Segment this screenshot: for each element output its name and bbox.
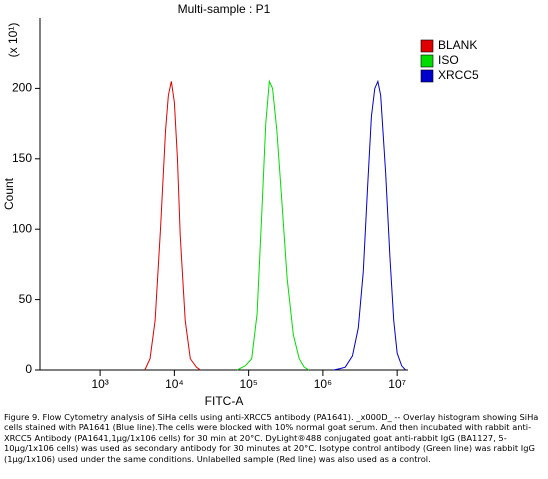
legend-swatch — [420, 69, 434, 83]
y-axis-label: Count — [2, 177, 16, 210]
y-tick-label: 50 — [19, 292, 33, 306]
legend-label: XRCC5 — [438, 68, 479, 82]
histogram-line — [236, 79, 310, 371]
x-tick-label: 10⁴ — [165, 377, 184, 391]
chart-title: Multi-sample : P1 — [178, 2, 271, 16]
x-tick-label: 10⁷ — [388, 377, 406, 391]
legend-label: ISO — [438, 53, 459, 67]
chart: Multi-sample : P1 (x 10¹) Count FITC-A 0… — [2, 2, 479, 408]
histogram-line — [144, 81, 201, 371]
histogram-line — [333, 79, 406, 371]
y-tick-label: 200 — [12, 81, 32, 95]
y-tick-label: 100 — [12, 221, 32, 235]
y-tick-label: 150 — [12, 151, 32, 165]
legend-swatch — [420, 54, 434, 68]
legend-swatch — [420, 39, 434, 53]
y-multiplier: (x 10¹) — [6, 23, 20, 58]
x-tick-label: 10³ — [91, 377, 108, 391]
caption: Figure 9. Flow Cytometry analysis of SiH… — [4, 412, 539, 464]
legend-label: BLANK — [438, 38, 477, 52]
x-tick-label: 10⁵ — [239, 377, 257, 391]
y-tick-label: 0 — [25, 362, 32, 376]
x-axis-label: FITC-A — [205, 394, 244, 408]
x-tick-label: 10⁶ — [314, 377, 332, 391]
